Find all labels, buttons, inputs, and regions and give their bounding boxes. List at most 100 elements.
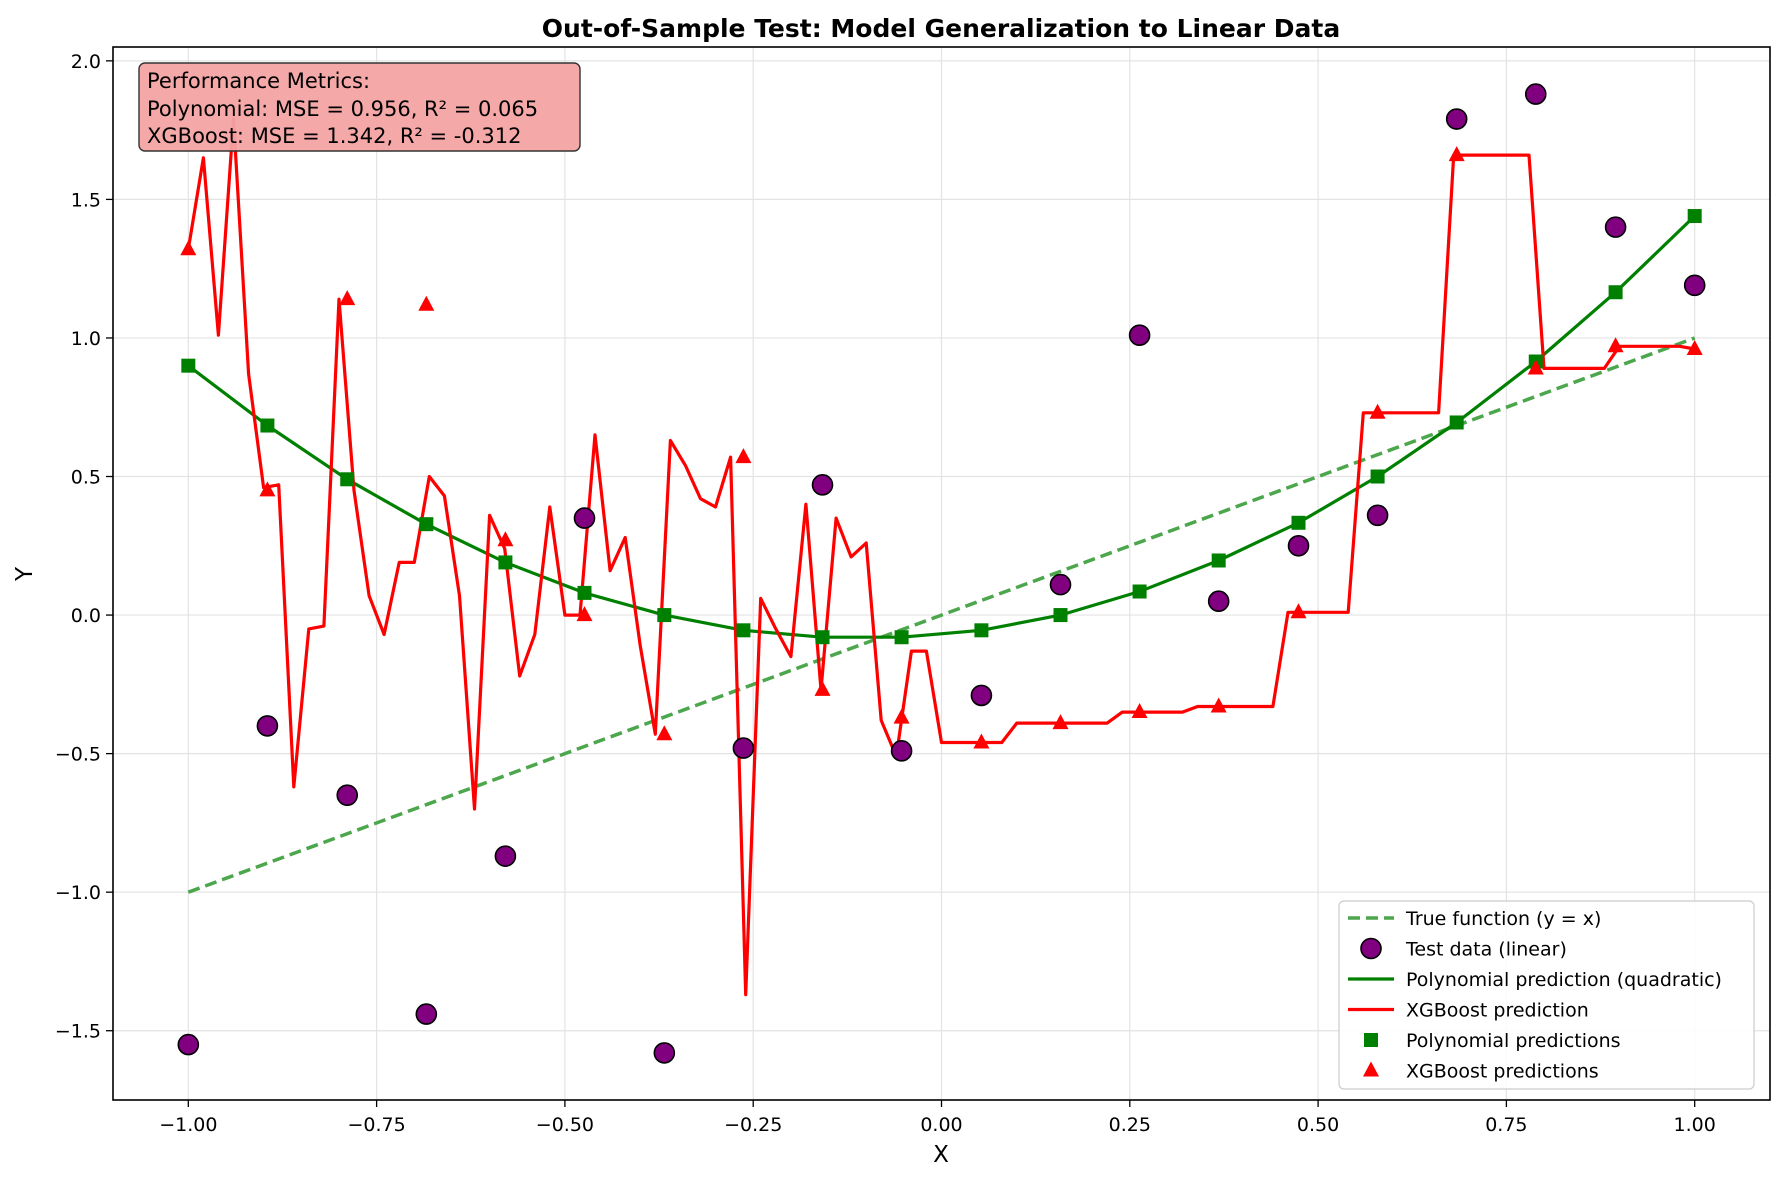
legend: True function (y = x) Test data (linear) P… (1338, 900, 1755, 1090)
x-tick-label: −0.25 (724, 1114, 782, 1136)
xgboost-prediction-point (1607, 337, 1624, 353)
polynomial-prediction-point (577, 585, 592, 600)
y-tick-label: 1.5 (71, 189, 101, 211)
test-data-point (415, 1003, 438, 1025)
polynomial-prediction-point (1687, 209, 1702, 224)
test-data-point (1524, 83, 1547, 105)
xgboost-prediction-point (497, 531, 514, 547)
x-tick-label: 0.75 (1485, 1114, 1527, 1136)
polynomial-prediction-point (1608, 285, 1623, 300)
x-tick-label: 0.50 (1297, 1114, 1339, 1136)
x-ticks: −1.00 −0.75 −0.50 −0.25 0.00 0.25 0.50 0.75 1.00 (159, 1100, 1716, 1136)
xgboost-prediction-point (1052, 714, 1069, 730)
y-ticks: −1.5 −1.0 −0.5 0.0 0.5 1.0 1.5 2.0 (55, 51, 113, 1043)
plot-frame (112, 46, 1771, 1101)
polynomial-prediction-point (340, 472, 355, 487)
xgboost-prediction-point (893, 708, 910, 724)
polynomial-prediction-point (1132, 584, 1147, 599)
xgboost-prediction-point (656, 725, 673, 741)
legend-label: Polynomial predictions (1406, 1030, 1621, 1052)
polynomial-prediction-point (974, 623, 989, 638)
xgboost-prediction-point (1686, 340, 1703, 356)
metrics-xgboost: XGBoost: MSE = 1.342, R² = -0.312 (147, 124, 521, 148)
test-data-point (1683, 274, 1706, 297)
xgboost-prediction-point (814, 680, 831, 696)
xgboost-prediction-point (735, 448, 752, 464)
xgboost-prediction-point (1290, 603, 1307, 619)
xgboost-prediction-point (339, 290, 356, 306)
polynomial-prediction-point (1449, 415, 1464, 430)
test-data-point (256, 715, 279, 737)
polynomial-prediction-point (815, 630, 830, 645)
test-data-point (573, 507, 596, 529)
xgboost-prediction-point (259, 481, 276, 497)
legend-box (1338, 900, 1755, 1090)
y-tick-label: 2.0 (71, 51, 101, 73)
y-axis-label: Y (12, 566, 38, 582)
polynomial-prediction-point (657, 608, 672, 623)
polynomial-prediction-point (260, 418, 275, 433)
x-tick-label: −0.50 (536, 1114, 594, 1136)
legend-label: XGBoost predictions (1406, 1061, 1599, 1083)
xgboost-prediction-point (973, 733, 990, 749)
xgboost-prediction-point (1369, 403, 1386, 419)
y-tick-label: 0.0 (71, 605, 101, 627)
polynomial-prediction-point (181, 358, 196, 373)
legend-swatch (1364, 1033, 1378, 1047)
y-tick-label: 1.0 (71, 328, 101, 350)
legend-swatch (1363, 1061, 1379, 1077)
test-data-point (890, 740, 913, 762)
metrics-polynomial: Polynomial: MSE = 0.956, R² = 0.065 (147, 97, 538, 121)
polynomial-prediction-point (1211, 553, 1226, 568)
polynomial-prediction-point (1370, 469, 1385, 484)
test-data-point (732, 737, 755, 759)
legend-label: Test data (linear) (1405, 939, 1567, 961)
test-data-point (1049, 573, 1072, 596)
test-data-point (970, 684, 993, 707)
test-data-point (336, 784, 359, 806)
polynomial-prediction-point (498, 555, 513, 570)
xgboost-prediction-point (1131, 703, 1148, 719)
x-axis-label: X (933, 1142, 949, 1168)
test-data-point (1128, 324, 1151, 346)
test-data-point (653, 1042, 676, 1064)
test-data-point (1366, 504, 1389, 527)
x-tick-label: 1.00 (1674, 1114, 1716, 1136)
test-data-point (811, 474, 834, 496)
xgboost-prediction-point (1527, 359, 1544, 375)
xgboost-prediction-point (1448, 146, 1465, 162)
polynomial-prediction-point (736, 623, 751, 638)
plot-data (177, 83, 1706, 1064)
test-data-point (1207, 590, 1230, 613)
polynomial-prediction-point (419, 517, 434, 532)
polynomial-prediction-point (894, 630, 909, 645)
polynomial-prediction-line (187, 214, 1696, 639)
y-tick-label: −1.5 (55, 1021, 101, 1043)
chart-title: Out-of-Sample Test: Model Generalization… (542, 14, 1340, 43)
legend-label: True function (y = x) (1405, 908, 1601, 930)
xgboost-prediction-point (180, 240, 197, 256)
test-data-point (494, 845, 517, 867)
y-tick-label: −1.0 (55, 882, 101, 904)
xgboost-prediction-line (186, 117, 1695, 997)
test-data-point (1604, 216, 1627, 238)
test-data-point (1287, 534, 1310, 557)
y-tick-label: 0.5 (71, 467, 101, 489)
x-tick-label: 0.25 (1109, 1114, 1151, 1136)
x-tick-label: 0.00 (920, 1114, 962, 1136)
legend-swatch (1360, 937, 1382, 960)
test-data-point (177, 1033, 200, 1056)
legend-label: Polynomial prediction (quadratic) (1406, 969, 1722, 991)
x-tick-label: −1.00 (159, 1114, 217, 1136)
legend-label: XGBoost prediction (1406, 1000, 1589, 1022)
metrics-box-background (138, 62, 581, 152)
x-tick-label: −0.75 (347, 1114, 405, 1136)
metrics-box: Performance Metrics: Polynomial: MSE = 0… (138, 62, 581, 152)
test-data-point (1445, 108, 1468, 130)
xgboost-prediction-point (1210, 697, 1227, 713)
xgboost-prediction-point (418, 295, 435, 311)
polynomial-prediction-point (1053, 608, 1068, 623)
metrics-title: Performance Metrics: (147, 69, 370, 93)
xgboost-prediction-point (576, 606, 593, 622)
